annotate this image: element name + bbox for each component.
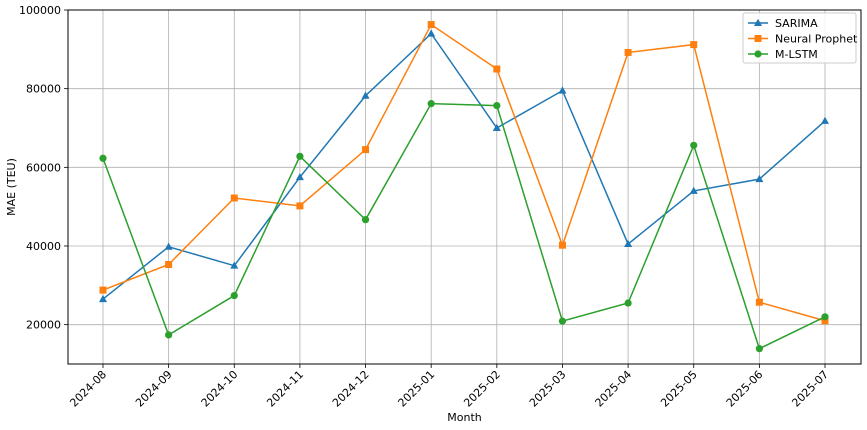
plot-area-frame — [67, 9, 862, 365]
data-point-sarima — [624, 239, 633, 248]
y-tick-label: 40000 — [26, 240, 61, 253]
y-axis-title: MAE (TEU) — [5, 158, 18, 216]
data-point-m-lstm — [296, 152, 304, 160]
legend-marker-sarima — [754, 18, 762, 26]
y-axis-ticks: 20000 40000 60000 80000 100000 — [19, 4, 68, 332]
data-point-sarima — [361, 91, 370, 99]
data-point-m-lstm — [821, 313, 829, 321]
data-point-m-lstm — [690, 141, 698, 149]
x-tick-label: 2025-02 — [461, 368, 503, 410]
data-point-neural-prophet — [99, 286, 107, 294]
data-point-neural-prophet — [624, 48, 632, 56]
data-point-neural-prophet — [427, 21, 435, 29]
data-point-m-lstm — [99, 154, 107, 162]
series-line-sarima — [102, 32, 826, 300]
data-point-neural-prophet — [230, 194, 238, 202]
data-point-m-lstm — [558, 317, 567, 325]
legend-marker-neural-prophet — [754, 35, 762, 42]
legend-label-neural-prophet: Neural Prophet — [775, 33, 858, 46]
data-point-sarima — [295, 172, 304, 181]
series-line-m-lstm — [102, 102, 826, 350]
data-point-m-lstm — [493, 101, 501, 110]
x-tick-label: 2025-06 — [724, 368, 766, 410]
data-point-neural-prophet — [821, 317, 829, 325]
data-point-sarima — [230, 261, 239, 269]
data-point-m-lstm — [427, 100, 435, 108]
x-tick-label: 2024-11 — [264, 368, 306, 410]
series-sarima — [99, 29, 829, 303]
data-point-sarima — [821, 116, 829, 124]
data-point-neural-prophet — [165, 260, 173, 268]
data-point-neural-prophet — [755, 298, 763, 306]
data-point-m-lstm — [230, 291, 238, 300]
data-point-sarima — [99, 294, 107, 303]
x-tick-label: 2024-10 — [199, 368, 241, 410]
data-point-neural-prophet — [558, 241, 566, 249]
y-tick-label: 20000 — [26, 319, 61, 332]
x-axis-title: Month — [447, 411, 482, 424]
data-point-sarima — [755, 174, 764, 183]
data-point-neural-prophet — [296, 202, 304, 210]
grid-lines — [68, 9, 861, 364]
data-point-m-lstm — [361, 216, 370, 224]
y-tick-label: 60000 — [26, 161, 61, 174]
x-tick-label: 2024-09 — [133, 368, 175, 410]
legend: SARIMA Neural Prophet M-LSTM — [742, 12, 858, 64]
data-point-sarima — [427, 29, 436, 37]
data-point-neural-prophet — [690, 41, 698, 49]
data-point-m-lstm — [165, 331, 173, 339]
legend-label-m-lstm: M-LSTM — [775, 48, 818, 61]
data-point-sarima — [164, 242, 173, 250]
y-tick-label: 100000 — [19, 4, 61, 17]
data-point-neural-prophet — [493, 65, 501, 73]
x-axis-ticks: 2024-08 2024-09 2024-10 2024-11 2024-12 2025-… — [67, 364, 831, 410]
series-layer — [99, 21, 829, 353]
data-point-sarima — [492, 123, 501, 131]
x-tick-label: 2025-01 — [396, 368, 438, 410]
series-neural-prophet — [99, 21, 829, 325]
data-point-sarima — [689, 186, 698, 194]
x-tick-label: 2025-04 — [593, 368, 635, 410]
data-point-m-lstm — [755, 345, 763, 353]
x-tick-label: 2025-07 — [789, 368, 831, 410]
y-tick-label: 80000 — [26, 83, 61, 96]
data-point-sarima — [558, 86, 567, 94]
x-tick-label: 2025-05 — [658, 368, 700, 410]
legend-marker-m-lstm — [754, 50, 762, 58]
x-tick-label: 2024-12 — [330, 368, 372, 410]
data-point-neural-prophet — [362, 146, 370, 154]
x-tick-label: 2024-08 — [67, 368, 109, 410]
data-point-m-lstm — [624, 299, 632, 307]
legend-box — [742, 12, 857, 64]
x-tick-label: 2025-03 — [527, 368, 569, 410]
series-line-neural-prophet — [102, 23, 826, 322]
series-m-lstm — [99, 100, 829, 353]
legend-label-sarima: SARIMA — [775, 17, 818, 30]
